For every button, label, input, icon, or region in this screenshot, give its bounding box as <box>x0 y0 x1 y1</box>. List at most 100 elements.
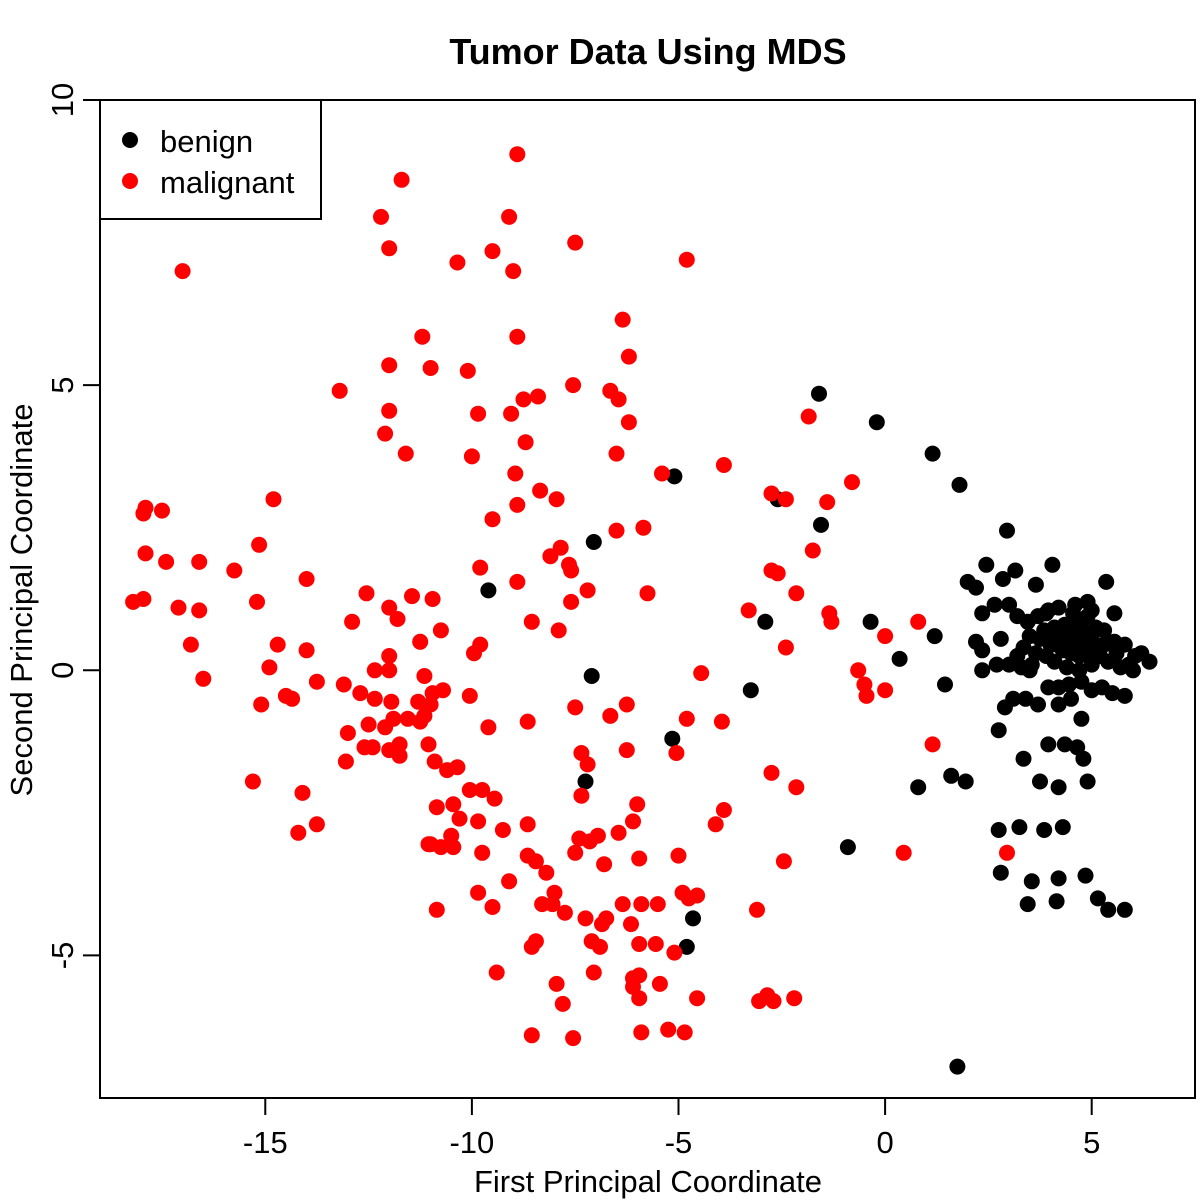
point-benign-65 <box>974 662 991 679</box>
point-malignant-25 <box>470 405 487 422</box>
point-malignant-127 <box>480 719 497 736</box>
point-malignant-51 <box>251 536 268 553</box>
point-malignant-155 <box>486 790 503 807</box>
point-malignant-73 <box>135 591 152 607</box>
point-benign-42 <box>685 910 701 927</box>
point-malignant-214 <box>666 944 683 961</box>
point-malignant-232 <box>660 1021 677 1038</box>
point-malignant-47 <box>509 496 526 513</box>
point-benign-2 <box>924 445 941 462</box>
point-malignant-50 <box>608 522 625 539</box>
series-malignant <box>125 146 1015 1047</box>
point-malignant-43 <box>265 491 282 508</box>
point-benign-77 <box>1050 696 1067 713</box>
point-malignant-117 <box>424 685 441 702</box>
point-benign-126 <box>1067 622 1084 639</box>
point-malignant-68 <box>404 588 420 605</box>
point-benign-53 <box>1007 562 1024 579</box>
point-benign-18 <box>577 773 594 790</box>
point-benign-135 <box>1079 593 1096 610</box>
point-malignant-41 <box>819 494 836 511</box>
point-benign-60 <box>1001 596 1018 613</box>
point-malignant-231 <box>633 1024 650 1041</box>
point-malignant-209 <box>527 933 544 950</box>
point-malignant-183 <box>631 850 648 867</box>
point-malignant-182 <box>596 856 613 873</box>
point-malignant-158 <box>428 799 445 816</box>
point-malignant-129 <box>602 707 619 724</box>
point-malignant-222 <box>554 995 571 1012</box>
point-malignant-212 <box>631 936 648 952</box>
point-malignant-111 <box>284 690 301 707</box>
point-benign-11 <box>862 613 879 630</box>
point-malignant-206 <box>749 901 765 918</box>
point-malignant-153 <box>461 782 478 798</box>
x-tick-label-0: 0 <box>876 1125 893 1160</box>
y-axis: -5 0 5 10 <box>45 83 101 970</box>
point-benign-9 <box>480 582 497 599</box>
point-malignant-1 <box>393 171 410 188</box>
point-malignant-24 <box>381 402 398 419</box>
point-malignant-30 <box>517 434 534 451</box>
point-malignant-69 <box>424 591 441 607</box>
point-malignant-58 <box>191 553 208 570</box>
point-malignant-19 <box>565 377 582 394</box>
point-benign-29 <box>990 822 1007 838</box>
point-benign-26 <box>1050 779 1067 796</box>
point-malignant-2 <box>373 208 389 225</box>
point-malignant-18 <box>331 382 348 399</box>
point-malignant-55 <box>804 542 821 559</box>
point-benign-131 <box>1112 659 1129 676</box>
x-axis-label: First Principal Coordinate <box>474 1164 822 1199</box>
point-malignant-56 <box>137 545 154 562</box>
point-malignant-39 <box>763 485 780 502</box>
point-malignant-14 <box>620 348 637 365</box>
point-malignant-3 <box>501 208 518 225</box>
point-benign-8 <box>585 534 602 550</box>
point-benign-32 <box>1054 819 1071 836</box>
point-malignant-184 <box>670 847 687 864</box>
point-malignant-16 <box>422 360 439 376</box>
points-layer <box>125 146 1158 1075</box>
point-malignant-92 <box>466 645 482 662</box>
point-benign-17 <box>664 730 681 747</box>
point-malignant-229 <box>523 1027 540 1044</box>
point-benign-40 <box>1100 901 1117 918</box>
x-tick-label--15: -15 <box>243 1125 288 1160</box>
point-malignant-156 <box>445 796 462 813</box>
point-benign-50 <box>968 579 984 596</box>
point-malignant-28 <box>800 408 817 425</box>
point-benign-128 <box>1042 628 1059 645</box>
point-malignant-85 <box>550 622 567 639</box>
point-malignant-228 <box>786 990 803 1007</box>
point-malignant-186 <box>895 844 912 861</box>
point-benign-121 <box>1038 648 1055 664</box>
point-malignant-180 <box>527 853 544 870</box>
point-benign-46 <box>1056 736 1073 753</box>
point-malignant-102 <box>308 673 325 690</box>
point-malignant-166 <box>519 816 536 833</box>
point-benign-34 <box>1023 873 1040 890</box>
x-tick-label-5: 5 <box>1083 1125 1100 1160</box>
point-malignant-220 <box>651 975 668 992</box>
point-malignant-200 <box>633 896 650 913</box>
point-benign-134 <box>1021 662 1038 679</box>
point-malignant-9 <box>678 251 695 268</box>
point-benign-59 <box>986 596 1003 613</box>
legend-label-malignant: malignant <box>160 165 295 200</box>
point-malignant-120 <box>399 710 416 727</box>
point-malignant-91 <box>381 648 398 664</box>
point-malignant-216 <box>585 964 602 981</box>
point-malignant-90 <box>182 636 199 653</box>
point-malignant-66 <box>579 582 596 599</box>
point-malignant-172 <box>420 836 437 853</box>
point-malignant-40 <box>777 491 794 508</box>
point-malignant-49 <box>635 519 652 536</box>
point-benign-136 <box>1038 605 1055 622</box>
point-malignant-128 <box>567 699 584 716</box>
point-malignant-167 <box>494 822 511 838</box>
point-malignant-70 <box>639 585 656 602</box>
point-malignant-104 <box>850 662 867 679</box>
y-tick-label--5: -5 <box>45 942 80 970</box>
point-malignant-113 <box>383 693 400 710</box>
